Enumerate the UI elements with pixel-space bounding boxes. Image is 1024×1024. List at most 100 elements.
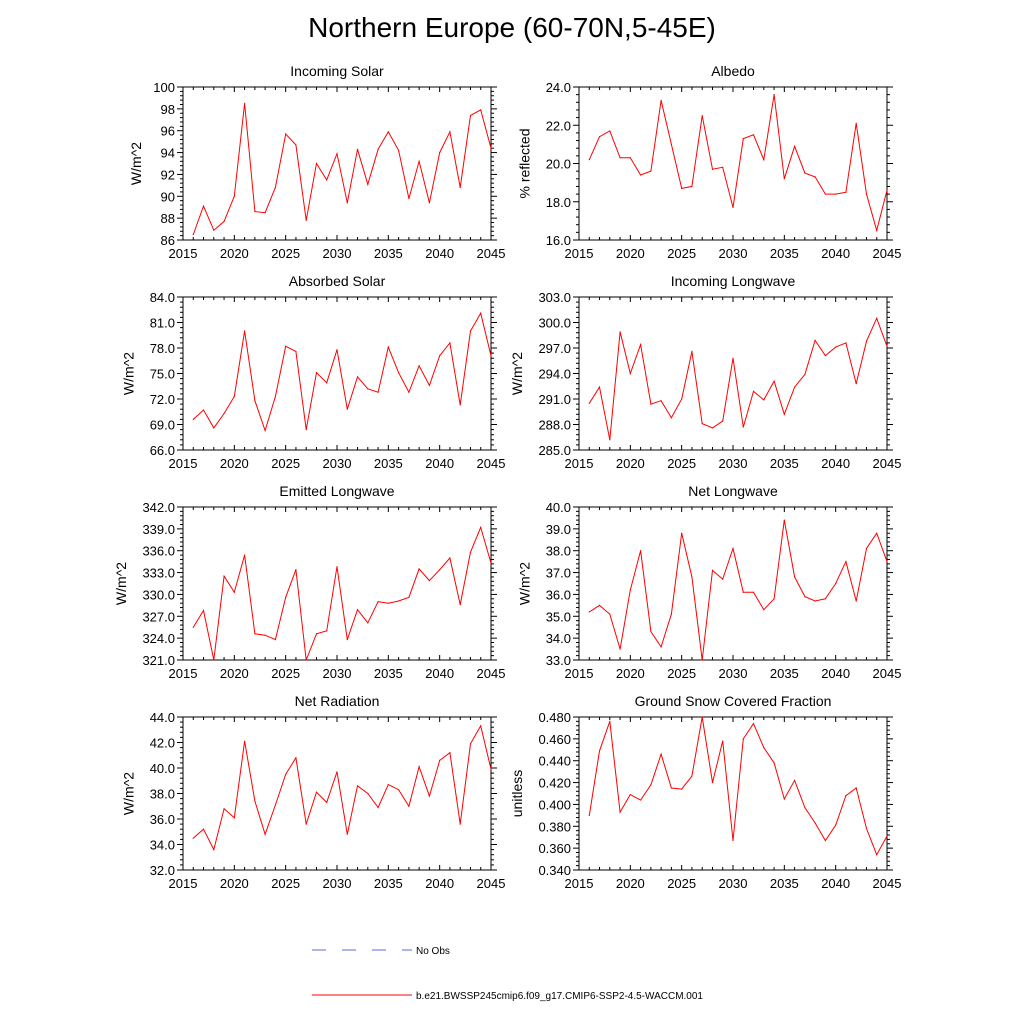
y-tick-label: 96	[161, 124, 175, 139]
data-point	[428, 579, 430, 582]
data-point	[367, 622, 369, 624]
data-point	[315, 162, 318, 165]
x-tick-label: 2035	[374, 246, 403, 261]
y-tick-label: 86	[161, 233, 175, 248]
data-point	[732, 839, 734, 842]
data-point	[773, 598, 775, 600]
x-tick-label: 2025	[667, 666, 696, 681]
data-point	[660, 646, 662, 648]
x-tick-label: 2015	[169, 456, 198, 471]
data-point	[387, 131, 389, 133]
data-point	[752, 722, 755, 725]
data-point	[264, 212, 266, 214]
data-point	[449, 752, 451, 754]
x-tick-label: 2045	[873, 876, 902, 891]
data-point	[418, 766, 420, 768]
data-point	[865, 340, 868, 342]
data-point	[254, 210, 256, 213]
data-point	[356, 785, 359, 787]
data-point	[835, 193, 837, 195]
y-tick-label: 24.0	[546, 80, 571, 95]
data-point	[835, 582, 837, 585]
data-point	[609, 130, 611, 132]
plot-frame	[182, 296, 492, 451]
data-point	[469, 114, 472, 117]
plot-frame	[578, 296, 888, 451]
data-point	[459, 404, 461, 406]
data-point	[855, 600, 857, 602]
x-tick-label: 2030	[719, 246, 748, 261]
x-tick-label: 2035	[770, 876, 799, 891]
y-tick-label: 39.0	[546, 522, 571, 537]
x-tick-label: 2045	[873, 246, 902, 261]
y-tick-label: 0.460	[538, 732, 571, 747]
data-point	[254, 400, 256, 402]
data-point	[763, 399, 765, 401]
x-tick-label: 2015	[565, 246, 594, 261]
data-point	[387, 346, 389, 348]
data-point	[233, 591, 235, 593]
data-point	[295, 350, 297, 352]
data-point	[377, 601, 379, 603]
y-tick-label: 78.0	[150, 341, 175, 356]
data-point	[449, 342, 451, 344]
y-tick-label: 294.0	[538, 367, 571, 382]
x-tick-label: 2040	[425, 246, 454, 261]
data-point	[794, 779, 796, 781]
x-tick-label: 2020	[220, 246, 249, 261]
data-point	[742, 426, 744, 428]
data-point	[681, 788, 683, 790]
panel-title: Emitted Longwave	[279, 483, 394, 499]
data-point	[783, 798, 785, 800]
x-tick-label: 2040	[425, 456, 454, 471]
y-tick-label: 40.0	[546, 500, 571, 515]
data-point	[192, 837, 194, 839]
x-tick-label: 2015	[169, 246, 198, 261]
data-point	[367, 792, 369, 795]
y-tick-label: 32.0	[150, 863, 175, 878]
y-tick-label: 66.0	[150, 443, 175, 458]
y-tick-label: 98	[161, 102, 175, 117]
data-point	[428, 202, 430, 204]
data-point	[346, 408, 348, 410]
data-point	[326, 382, 328, 384]
chart-panel-5: 2015 2020 2025 2030 2035 2040 2045 321.0 324.0 32…	[113, 483, 505, 681]
data-point	[660, 99, 662, 101]
plot-frame	[578, 506, 888, 661]
data-point	[763, 747, 765, 749]
x-tick-label: 2035	[770, 246, 799, 261]
panel-title: Net Longwave	[688, 483, 778, 499]
y-tick-label: 0.360	[538, 841, 571, 856]
data-point	[233, 817, 235, 819]
data-point	[722, 578, 724, 580]
data-point	[398, 372, 400, 374]
data-point	[408, 391, 410, 393]
data-point	[876, 532, 878, 534]
x-tick-label: 2025	[271, 876, 300, 891]
y-axis-label: % reflected	[516, 128, 532, 198]
data-point	[794, 576, 796, 578]
data-point	[387, 602, 389, 604]
data-point	[773, 762, 775, 764]
y-tick-label: 36.0	[150, 812, 175, 827]
data-point	[336, 153, 338, 155]
y-tick-label: 90	[161, 189, 175, 204]
data-point	[588, 159, 590, 161]
data-point	[845, 342, 847, 344]
data-point	[588, 611, 590, 613]
data-point	[886, 189, 888, 191]
data-point	[244, 740, 246, 742]
data-point	[459, 604, 461, 606]
data-point	[336, 771, 338, 773]
x-tick-label: 2030	[719, 456, 748, 471]
data-point	[619, 648, 621, 650]
figure-title: Northern Europe (60-70N,5-45E)	[308, 12, 716, 43]
data-point	[650, 403, 652, 405]
data-point	[480, 312, 482, 314]
data-point	[439, 759, 441, 761]
data-point	[285, 133, 287, 135]
x-tick-label: 2020	[220, 456, 249, 471]
data-point	[742, 138, 744, 140]
x-tick-label: 2040	[821, 456, 850, 471]
data-point	[418, 568, 420, 570]
